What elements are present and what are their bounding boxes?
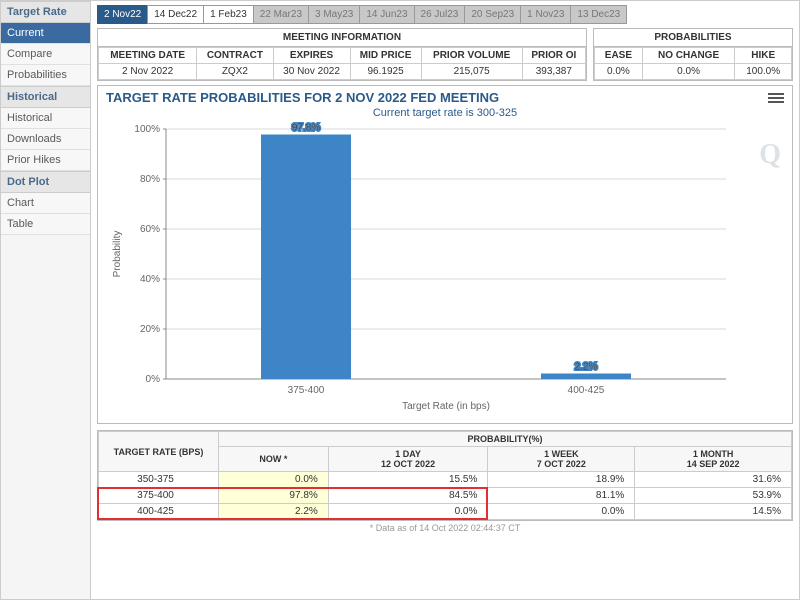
- sidebar-item[interactable]: Probabilities: [1, 65, 90, 86]
- table-cell: 96.1925: [350, 64, 421, 80]
- meeting-tab[interactable]: 1 Nov23: [520, 5, 571, 24]
- table-header: EXPIRES: [273, 48, 350, 64]
- meeting-tab[interactable]: 2 Nov22: [97, 5, 148, 24]
- table-cell: 400-425: [99, 504, 219, 520]
- table-cell: 15.5%: [328, 472, 488, 488]
- table-cell: 97.8%: [219, 488, 329, 504]
- table-header: EASE: [595, 48, 643, 64]
- probability-history-panel: TARGET RATE (BPS)PROBABILITY(%)NOW *1 DA…: [97, 430, 793, 521]
- table-cell: 31.6%: [635, 472, 792, 488]
- sidebar-section-header: Historical: [1, 86, 90, 108]
- table-cell: 2 Nov 2022: [99, 64, 197, 80]
- main-content: 2 Nov2214 Dec221 Feb2322 Mar233 May2314 …: [91, 1, 799, 599]
- table-header: MID PRICE: [350, 48, 421, 64]
- svg-text:375-400: 375-400: [288, 385, 325, 396]
- svg-text:40%: 40%: [140, 274, 160, 285]
- table-header: HIKE: [735, 48, 792, 64]
- table-cell: 2.2%: [219, 504, 329, 520]
- sidebar-section-header: Target Rate: [1, 1, 90, 23]
- table-cell: 53.9%: [635, 488, 792, 504]
- probability-history-table: TARGET RATE (BPS)PROBABILITY(%)NOW *1 DA…: [98, 431, 792, 520]
- table-cell: 0.0%: [219, 472, 329, 488]
- svg-text:20%: 20%: [140, 324, 160, 335]
- meeting-info-panel: MEETING INFORMATION MEETING DATECONTRACT…: [97, 28, 587, 81]
- meeting-tab[interactable]: 3 May23: [308, 5, 360, 24]
- sidebar-item[interactable]: Historical: [1, 108, 90, 129]
- chart-menu-icon[interactable]: [768, 91, 784, 105]
- table-header: NOW *: [219, 447, 329, 472]
- meeting-tab[interactable]: 26 Jul23: [414, 5, 466, 24]
- svg-text:100%: 100%: [134, 124, 160, 135]
- table-cell: 14.5%: [635, 504, 792, 520]
- table-cell: 350-375: [99, 472, 219, 488]
- table-header: PRIOR OI: [522, 48, 585, 64]
- sidebar-item[interactable]: Downloads: [1, 129, 90, 150]
- table-row: 375-40097.8%84.5%81.1%53.9%: [99, 488, 792, 504]
- chart-subtitle: Current target rate is 300-325: [106, 107, 784, 119]
- meeting-tab[interactable]: 22 Mar23: [253, 5, 309, 24]
- table-header: PRIOR VOLUME: [421, 48, 522, 64]
- svg-text:Target Rate (in bps): Target Rate (in bps): [402, 401, 490, 412]
- table-cell: 18.9%: [488, 472, 635, 488]
- table-cell: 0.0%: [595, 64, 643, 80]
- svg-text:97.8%: 97.8%: [292, 123, 320, 134]
- table-cell: 0.0%: [488, 504, 635, 520]
- meeting-tab[interactable]: 1 Feb23: [203, 5, 254, 24]
- meeting-info-table: MEETING DATECONTRACTEXPIRESMID PRICEPRIO…: [98, 47, 586, 80]
- meeting-tab[interactable]: 14 Jun23: [359, 5, 414, 24]
- table-header: 1 DAY12 OCT 2022: [328, 447, 488, 472]
- table-cell: 0.0%: [328, 504, 488, 520]
- sidebar-section-header: Dot Plot: [1, 171, 90, 193]
- table-cell: 375-400: [99, 488, 219, 504]
- probabilities-title: PROBABILITIES: [594, 29, 792, 47]
- sidebar-item[interactable]: Table: [1, 214, 90, 235]
- table-header: 1 MONTH14 SEP 2022: [635, 447, 792, 472]
- table-header: NO CHANGE: [642, 48, 735, 64]
- svg-text:60%: 60%: [140, 224, 160, 235]
- table-cell: 81.1%: [488, 488, 635, 504]
- chart-card: TARGET RATE PROBABILITIES FOR 2 NOV 2022…: [97, 85, 793, 424]
- probabilities-panel: PROBABILITIES EASENO CHANGEHIKE 0.0%0.0%…: [593, 28, 793, 81]
- svg-text:0%: 0%: [146, 374, 161, 385]
- table-cell: 393,387: [522, 64, 585, 80]
- svg-text:80%: 80%: [140, 174, 160, 185]
- table-header: MEETING DATE: [99, 48, 197, 64]
- svg-text:Probability: Probability: [112, 231, 123, 278]
- table-cell: ZQX2: [197, 64, 273, 80]
- table-header: CONTRACT: [197, 48, 273, 64]
- meeting-tab[interactable]: 20 Sep23: [464, 5, 521, 24]
- sidebar: Target RateCurrentCompareProbabilitiesHi…: [1, 1, 91, 599]
- table-row: 400-4252.2%0.0%0.0%14.5%: [99, 504, 792, 520]
- table-row: 350-3750.0%15.5%18.9%31.6%: [99, 472, 792, 488]
- meeting-info-title: MEETING INFORMATION: [98, 29, 586, 47]
- sidebar-item[interactable]: Prior Hikes: [1, 150, 90, 171]
- chart-title: TARGET RATE PROBABILITIES FOR 2 NOV 2022…: [106, 90, 499, 105]
- sidebar-item[interactable]: Compare: [1, 44, 90, 65]
- meeting-tab[interactable]: 13 Dec23: [570, 5, 627, 24]
- sidebar-item[interactable]: Current: [1, 23, 90, 44]
- meeting-tab[interactable]: 14 Dec22: [147, 5, 204, 24]
- table-cell: 0.0%: [642, 64, 735, 80]
- table-cell: 84.5%: [328, 488, 488, 504]
- watermark: Q: [759, 139, 781, 171]
- table-header: PROBABILITY(%): [219, 432, 792, 447]
- data-timestamp: * Data as of 14 Oct 2022 02:44:37 CT: [97, 521, 793, 533]
- table-cell: 30 Nov 2022: [273, 64, 350, 80]
- table-header: TARGET RATE (BPS): [99, 432, 219, 472]
- table-header: 1 WEEK7 OCT 2022: [488, 447, 635, 472]
- table-cell: 215,075: [421, 64, 522, 80]
- svg-text:2.2%: 2.2%: [575, 362, 598, 373]
- meeting-tabs: 2 Nov2214 Dec221 Feb2322 Mar233 May2314 …: [97, 5, 793, 24]
- probabilities-table: EASENO CHANGEHIKE 0.0%0.0%100.0%: [594, 47, 792, 80]
- table-cell: 100.0%: [735, 64, 792, 80]
- chart-area: 0%20%40%60%80%100%97.8%97.8%375-4002.2%2…: [106, 119, 784, 419]
- svg-text:400-425: 400-425: [568, 385, 605, 396]
- sidebar-item[interactable]: Chart: [1, 193, 90, 214]
